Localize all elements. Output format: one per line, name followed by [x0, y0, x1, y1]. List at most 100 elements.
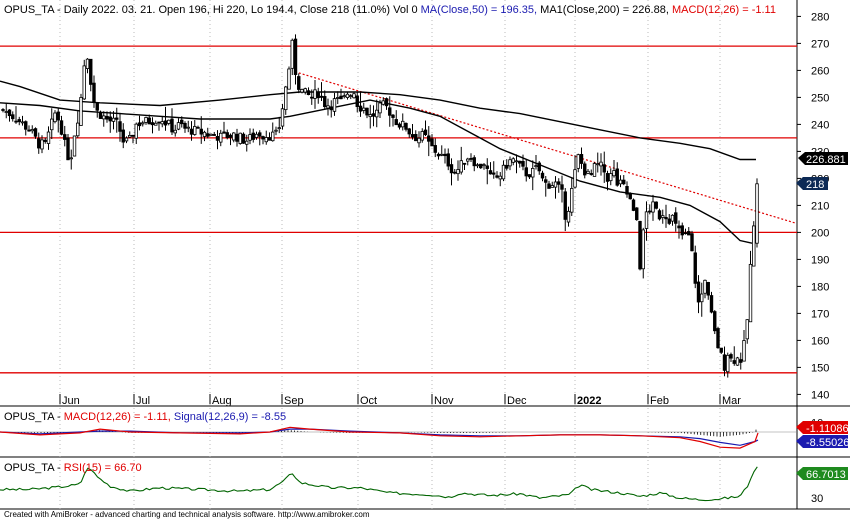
header-ma200: MA1(Close,200) = 226.88,: [537, 4, 669, 16]
candle-body: [342, 95, 346, 98]
candle-body: [631, 199, 636, 211]
candle-body: [641, 229, 645, 270]
month-label-0: Jun: [62, 395, 80, 407]
candle-body: [427, 135, 431, 142]
candle-body: [248, 134, 252, 141]
candle-body: [612, 170, 616, 177]
candle-body: [482, 164, 486, 167]
candle-body: [154, 122, 158, 126]
month-label-2: Aug: [212, 395, 232, 407]
candle-body: [124, 137, 129, 142]
price-tick-label-10: 180: [811, 281, 829, 293]
candle-body: [651, 201, 655, 213]
candle-body: [729, 354, 733, 359]
candle-body: [417, 137, 421, 144]
candle-body: [141, 122, 145, 125]
last-price-tag: 218: [796, 177, 828, 191]
candle-body: [27, 129, 31, 132]
candle-body: [297, 76, 301, 90]
month-label-8: Feb: [650, 395, 669, 407]
candle-body: [144, 117, 148, 123]
candle-body: [245, 140, 249, 145]
signal-value-tag: -8.55026: [796, 435, 849, 449]
candle-body: [102, 115, 106, 120]
ma200-tag-label: 226.881: [806, 154, 846, 166]
candle-body: [254, 133, 259, 138]
candle-body: [706, 282, 710, 296]
candle-body: [215, 135, 220, 141]
signal-tag-label: -8.55026: [806, 437, 849, 449]
candle-body: [521, 161, 525, 167]
candle-body: [46, 131, 51, 144]
candle-body: [657, 210, 662, 220]
candle-body: [310, 96, 314, 99]
candle-body: [368, 114, 372, 118]
candle-body: [394, 119, 398, 126]
candle-body: [566, 210, 571, 223]
candle-body: [319, 95, 324, 98]
macd-header-signal: Signal(12,26,9) = -8.55: [171, 411, 286, 423]
candle-body: [755, 183, 759, 244]
candle-body: [1, 109, 5, 111]
candle-body: [300, 89, 304, 93]
macd-header-macd: MACD(12,26) = -1.11,: [64, 411, 171, 423]
candle-body: [563, 191, 567, 220]
candle-body: [596, 163, 600, 166]
candle-body: [709, 295, 714, 313]
candle-body: [173, 129, 177, 134]
candle-body: [475, 164, 480, 167]
candle-body: [11, 114, 15, 120]
candle-body: [212, 134, 216, 136]
candle-body: [290, 39, 294, 69]
candle-body: [206, 133, 210, 137]
candle-body: [508, 159, 512, 167]
ma200-line: [0, 80, 756, 161]
rsi-panel-header: OPUS_TA - RSI(15) = 66.70: [4, 462, 142, 474]
candle-body: [602, 164, 606, 173]
candle-body: [287, 68, 291, 90]
candle-body: [222, 131, 226, 134]
month-label-4: Oct: [360, 395, 377, 407]
candle-body: [553, 181, 558, 188]
candle-body: [108, 116, 112, 122]
price-tick-label-0: 280: [811, 11, 829, 23]
candle-body: [397, 123, 402, 128]
candle-body: [30, 129, 34, 132]
candle-body: [118, 121, 122, 132]
candle-body: [128, 135, 132, 138]
candle-body: [180, 119, 184, 125]
candle-body: [540, 172, 545, 179]
candle-body: [430, 138, 434, 147]
candle-body: [534, 165, 538, 168]
candle-body: [472, 157, 476, 167]
candle-body: [235, 133, 239, 142]
candle-body: [59, 120, 64, 135]
candle-body: [189, 128, 194, 135]
header-ma50: MA(Close,50) = 196.35,: [421, 4, 537, 16]
footer-credit: Created with AmiBroker - advanced charti…: [4, 510, 370, 519]
candle-body: [345, 93, 350, 98]
candle-body: [352, 93, 356, 99]
candle-body: [170, 118, 174, 133]
candle-body: [225, 132, 229, 138]
candle-body: [456, 169, 460, 175]
candle-body: [209, 133, 213, 136]
candle-body: [323, 96, 327, 108]
candle-body: [339, 95, 343, 100]
candle-body: [674, 212, 678, 224]
candle-body: [609, 173, 613, 182]
rsi-tick-label-1: 30: [811, 493, 823, 505]
candle-body: [7, 109, 12, 117]
candle-body: [462, 162, 467, 165]
candle-body: [664, 216, 668, 220]
candle-body: [121, 129, 125, 143]
candle-body: [449, 164, 454, 174]
candle-body: [670, 214, 675, 222]
dotted-trendline: [294, 71, 796, 224]
month-label-9: Mar: [722, 395, 741, 407]
candle-body: [163, 120, 168, 126]
candle-body: [531, 167, 535, 178]
candle-body: [488, 170, 493, 175]
